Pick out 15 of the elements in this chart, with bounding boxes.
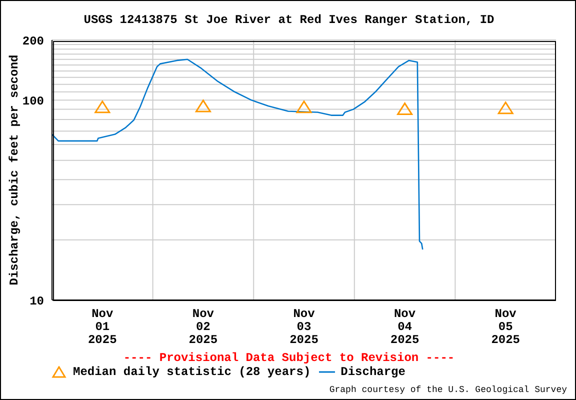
y-tick-label: 200 xyxy=(22,34,44,48)
x-tick-label: Nov 02 2025 xyxy=(188,307,218,347)
x-tick-label: Nov 01 2025 xyxy=(88,307,117,347)
text: ---- Provisional Data Subject to Revision ---- xyxy=(122,351,456,365)
x-tick-label: Nov 04 2025 xyxy=(390,307,420,347)
y-tick-label: 10 xyxy=(30,294,44,308)
x-tick-label: Nov 05 2025 xyxy=(491,307,520,347)
line-series xyxy=(52,58,424,250)
text: Graph courtesy of the U.S. Geological Survey xyxy=(329,385,567,395)
y-tick-label: 100 xyxy=(22,94,44,108)
legend-label: Discharge xyxy=(340,365,406,379)
x-tick-label: Nov 03 2025 xyxy=(290,307,318,347)
legend-label: Median daily statistic (28 years) xyxy=(73,365,311,379)
chart-title: USGS 12413875 St Joe River at Red Ives Ranger Station, ID xyxy=(82,13,496,27)
y-axis-title: Discharge, cubic feet per second xyxy=(7,54,22,286)
